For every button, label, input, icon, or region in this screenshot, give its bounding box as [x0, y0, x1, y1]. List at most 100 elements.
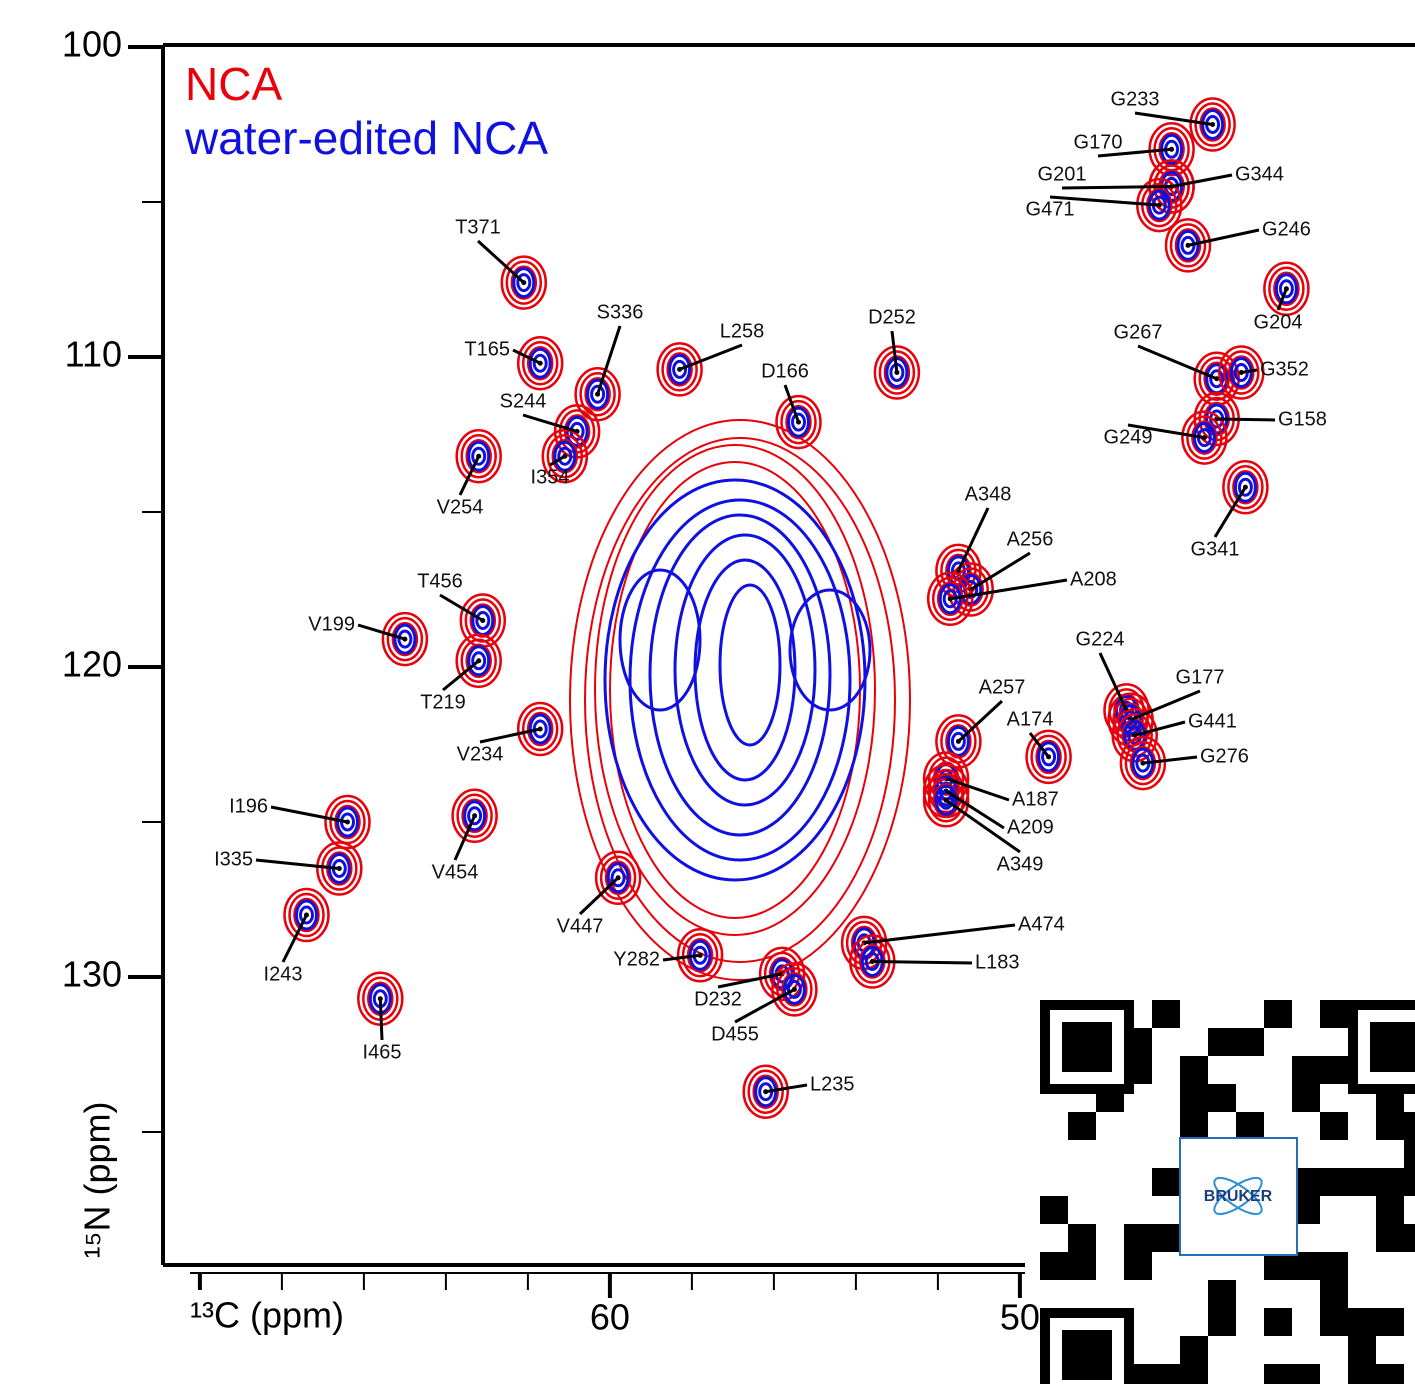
peak-label: G471 — [1026, 198, 1075, 220]
peak-label: D232 — [694, 988, 742, 1010]
qr-module — [1180, 1056, 1208, 1084]
peak-label: G352 — [1260, 358, 1309, 380]
logo-text: BRUKER — [1204, 1188, 1273, 1205]
qr-module — [1068, 1112, 1096, 1140]
leader-line — [580, 878, 618, 914]
x-tick-label: 50 — [1000, 1297, 1040, 1338]
qr-module — [1152, 1000, 1180, 1028]
peak-label: G344 — [1235, 163, 1284, 185]
leader-line — [478, 241, 524, 283]
peak-label: A474 — [1018, 913, 1065, 935]
qr-module — [1292, 1252, 1320, 1280]
peak-label: G341 — [1191, 538, 1240, 560]
qr-module — [1152, 1168, 1180, 1196]
qr-module — [1376, 1364, 1404, 1384]
qr-module — [1404, 1112, 1415, 1140]
qr-module — [1068, 1252, 1096, 1280]
peak-label: I335 — [214, 848, 253, 870]
peak-label: G204 — [1254, 311, 1303, 333]
leader-line — [380, 999, 382, 1040]
qr-module — [1376, 1308, 1404, 1336]
qr-module — [1152, 1364, 1180, 1384]
peak-label: G177 — [1176, 666, 1225, 688]
peak-label: A209 — [1007, 816, 1054, 838]
qr-module — [1264, 1252, 1292, 1280]
qr-module — [1124, 1252, 1152, 1280]
qr-module — [1404, 1168, 1415, 1196]
peak-label: G170 — [1074, 131, 1123, 153]
qr-module — [1376, 1112, 1404, 1140]
qr-module — [1292, 1084, 1320, 1112]
peak-label: G224 — [1076, 628, 1125, 650]
leader-line — [1062, 187, 1172, 189]
qr-module — [1320, 1308, 1348, 1336]
leader-line — [864, 925, 1015, 943]
qr-module — [1152, 1224, 1180, 1252]
chart: NCA water-edited NCA ¹³C (ppm) ¹⁵N (ppm)… — [0, 0, 1415, 1384]
qr-module — [1208, 1028, 1236, 1056]
qr-module — [1236, 1028, 1264, 1056]
qr-module — [1180, 1084, 1208, 1112]
qr-module — [1040, 1252, 1068, 1280]
qr-module — [1320, 1112, 1348, 1140]
y-tick-label: 100 — [62, 24, 122, 65]
qr-module — [1320, 1056, 1348, 1084]
central-contours — [570, 420, 910, 980]
qr-module — [1264, 1364, 1292, 1384]
peak-label: L183 — [975, 951, 1020, 973]
peak-label: V454 — [432, 861, 479, 883]
qr-module — [1348, 1168, 1376, 1196]
peak-label: A174 — [1007, 708, 1054, 730]
qr-module — [1320, 1168, 1348, 1196]
peak-label: G267 — [1114, 321, 1163, 343]
peak-label: D455 — [711, 1023, 759, 1045]
peak-label: S336 — [597, 301, 644, 323]
peak-label: A349 — [997, 853, 1044, 875]
qr-finder — [1062, 1330, 1112, 1380]
peak-label: L258 — [720, 320, 765, 342]
qr-module — [1376, 1196, 1404, 1224]
peak-label: I354 — [531, 466, 570, 488]
qr-module — [1292, 1056, 1320, 1084]
peak-label: T456 — [417, 570, 463, 592]
qr-finder — [1062, 1022, 1112, 1072]
qr-module — [1068, 1224, 1096, 1252]
qr-module — [1180, 1364, 1208, 1384]
qr-module — [1348, 1308, 1376, 1336]
peak-label: A256 — [1007, 528, 1054, 550]
peak-label: D252 — [868, 306, 916, 328]
qr-code: BRUKER — [1025, 992, 1415, 1384]
qr-module — [1376, 1168, 1404, 1196]
qr-module — [1236, 1112, 1264, 1140]
x-tick-label: 60 — [590, 1297, 630, 1338]
qr-module — [1404, 1224, 1415, 1252]
y-tick-label: 130 — [62, 954, 122, 995]
peak-label: A257 — [979, 676, 1026, 698]
peak-label: D166 — [761, 360, 809, 382]
qr-module — [1320, 1280, 1348, 1308]
peak-label: S244 — [500, 390, 547, 412]
qr-module — [1180, 1112, 1208, 1140]
peak-label: V199 — [308, 613, 355, 635]
peak-label: I465 — [363, 1041, 402, 1063]
peak-label: G441 — [1188, 710, 1237, 732]
qr-module — [1040, 1196, 1068, 1224]
legend-entry: water-edited NCA — [184, 112, 548, 164]
y-tick-label: 120 — [62, 644, 122, 685]
peak-label: A208 — [1070, 568, 1117, 590]
peak-label: A187 — [1012, 788, 1059, 810]
peak-label: I196 — [229, 795, 268, 817]
qr-module — [1320, 1252, 1348, 1280]
qr-module — [1208, 1308, 1236, 1336]
qr-module — [1320, 1000, 1348, 1028]
peak-label: G276 — [1200, 745, 1249, 767]
peak-label: Y282 — [613, 948, 660, 970]
leader-line — [1217, 419, 1275, 420]
peak-label: V234 — [457, 743, 504, 765]
peak-label: L235 — [810, 1073, 855, 1095]
qr-module — [1208, 1280, 1236, 1308]
qr-module — [1124, 1224, 1152, 1252]
qr-module — [1180, 1336, 1208, 1364]
qr-module — [1264, 1000, 1292, 1028]
peak-label: G233 — [1111, 88, 1160, 110]
